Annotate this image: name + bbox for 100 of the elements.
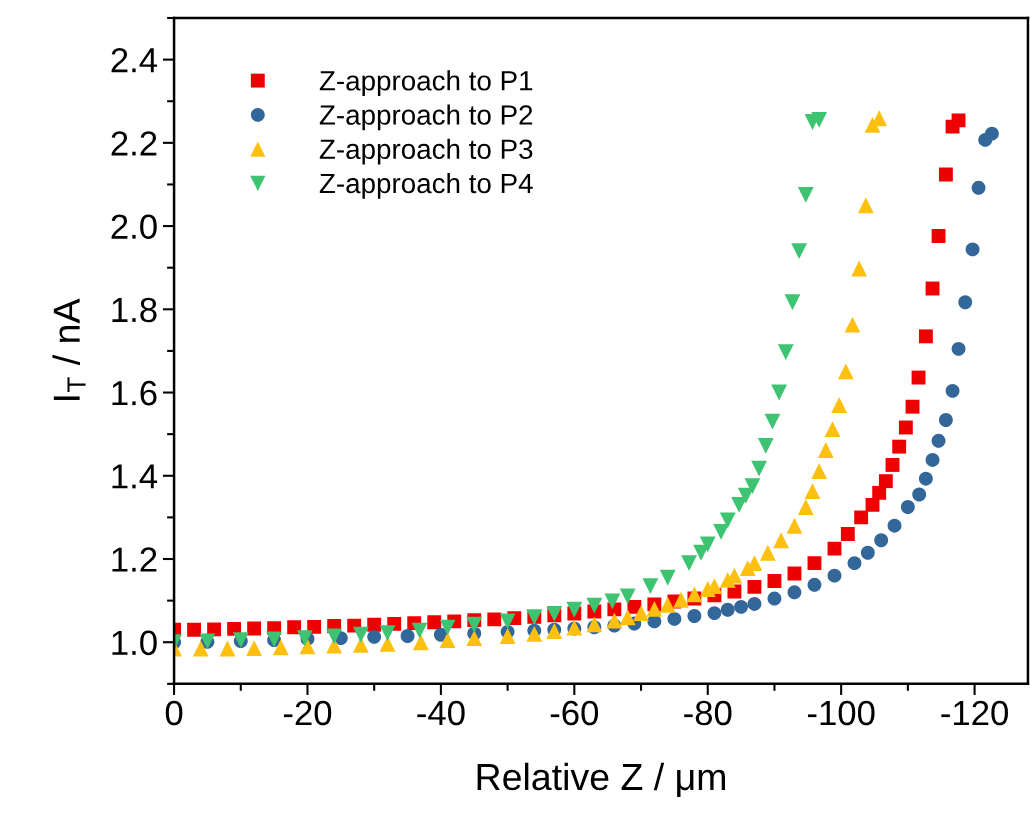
point: [797, 499, 814, 515]
point: [851, 260, 868, 277]
point: [757, 437, 774, 454]
point: [707, 606, 722, 621]
point: [831, 397, 848, 413]
point: [771, 384, 788, 401]
point: [720, 602, 735, 617]
legend-label: Z-approach to P1: [319, 70, 533, 97]
x-tick-label: -80: [684, 700, 732, 726]
point: [951, 113, 966, 128]
point: [246, 640, 263, 656]
point: [945, 383, 960, 398]
x-tick-label: -20: [283, 700, 332, 726]
x-tick-label: -60: [550, 700, 599, 726]
y-axis-title: I$_{T}$ / nA: [52, 298, 86, 400]
point: [787, 585, 802, 600]
point: [840, 527, 855, 541]
point: [860, 545, 875, 560]
point: [367, 629, 382, 644]
point: [827, 541, 842, 556]
point: [791, 243, 808, 259]
point: [787, 566, 802, 581]
point: [466, 616, 483, 633]
point: [784, 294, 801, 311]
point: [499, 613, 516, 630]
point: [646, 601, 663, 617]
point: [619, 588, 636, 605]
point: [971, 180, 986, 195]
point: [925, 453, 940, 467]
point: [642, 578, 659, 594]
point: [411, 622, 428, 639]
point: [874, 533, 889, 548]
point: [439, 619, 456, 636]
y-tick-label: 2.2: [111, 131, 157, 156]
y-tick-label: 2.4: [111, 47, 158, 73]
legend-label: Z-approach to P2: [319, 104, 533, 131]
point: [667, 611, 682, 626]
point: [844, 316, 861, 333]
point: [918, 471, 933, 486]
point: [379, 625, 396, 641]
point: [734, 599, 749, 614]
point: [659, 596, 676, 613]
point: [918, 329, 933, 344]
y-tick-label: 1.6: [112, 380, 157, 406]
point: [659, 569, 676, 586]
point: [586, 597, 603, 614]
point: [965, 242, 980, 257]
point: [811, 112, 828, 128]
point: [272, 639, 289, 656]
point: [931, 433, 946, 448]
point: [619, 609, 636, 626]
y-tick-label: 1.0: [112, 630, 157, 656]
point: [604, 593, 621, 610]
point: [898, 420, 913, 435]
point: [984, 126, 999, 141]
point: [566, 601, 583, 618]
point: [786, 517, 803, 534]
point: [352, 626, 369, 643]
point: [807, 556, 822, 571]
point: [892, 439, 907, 454]
point: [887, 518, 902, 533]
point: [900, 500, 915, 514]
point: [951, 341, 966, 356]
point: [854, 510, 869, 525]
point: [885, 458, 900, 472]
point: [487, 612, 502, 627]
point: [767, 574, 782, 588]
point: [247, 621, 262, 636]
point: [804, 483, 821, 500]
point: [857, 197, 874, 214]
point: [747, 597, 762, 611]
point: [797, 186, 814, 203]
point: [767, 591, 782, 606]
point: [847, 556, 862, 571]
point: [931, 229, 946, 244]
point: [699, 536, 716, 553]
x-tick-label: -100: [807, 700, 875, 726]
legend-label: Z-approach to P3: [319, 138, 533, 165]
point: [686, 586, 703, 603]
x-tick-label: 0: [165, 700, 183, 726]
point: [499, 628, 516, 644]
point: [427, 615, 442, 630]
point: [811, 463, 828, 480]
y-tick-label: 1.8: [112, 297, 157, 323]
point: [827, 568, 842, 583]
point: [687, 609, 702, 623]
point: [878, 474, 893, 489]
point: [777, 344, 794, 361]
x-tick-label: -40: [417, 700, 465, 726]
point: [938, 413, 953, 427]
point: [773, 532, 790, 549]
point: [326, 628, 343, 645]
point: [938, 167, 953, 182]
point: [526, 625, 543, 642]
point: [912, 487, 927, 502]
point: [633, 605, 649, 622]
point: [905, 399, 920, 414]
x-tick-label: -120: [941, 700, 1008, 726]
point: [751, 460, 768, 477]
point: [744, 478, 761, 495]
